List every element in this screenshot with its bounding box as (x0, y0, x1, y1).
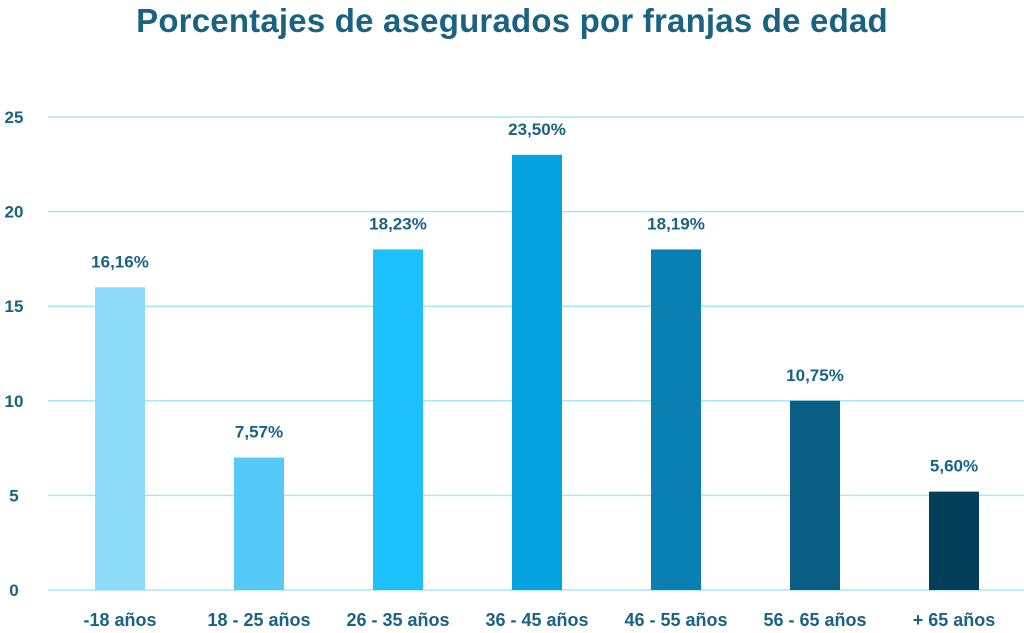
y-tick-label: 0 (9, 581, 18, 600)
data-label: 18,19% (647, 214, 705, 233)
x-tick-label: -18 años (83, 610, 156, 630)
y-tick-label: 10 (5, 392, 24, 411)
bar (373, 249, 423, 590)
data-label: 10,75% (786, 366, 844, 385)
x-tick-label: 36 - 45 años (485, 610, 588, 630)
x-tick-label: 46 - 55 años (624, 610, 727, 630)
y-axis-ticks: 0 5 10 15 20 25 (5, 108, 24, 600)
x-tick-label: 26 - 35 años (346, 610, 449, 630)
data-label: 18,23% (369, 214, 427, 233)
bar (929, 491, 979, 590)
x-tick-label: + 65 años (913, 610, 996, 630)
data-labels: 16,16% 7,57% 18,23% 23,50% 18,19% 10,75% 5,60% (91, 120, 978, 476)
bar (512, 154, 562, 590)
x-tick-label: 56 - 65 años (763, 610, 866, 630)
x-axis-ticks: -18 años 18 - 25 años 26 - 35 años 36 - 45 … (83, 610, 995, 630)
bar (790, 400, 840, 590)
bar (234, 457, 284, 590)
y-tick-label: 20 (5, 203, 24, 222)
data-label: 23,50% (508, 120, 566, 139)
chart-title: Porcentajes de asegurados por franjas de… (136, 2, 888, 39)
data-label: 5,60% (930, 457, 978, 476)
y-tick-label: 15 (5, 297, 24, 316)
bar (651, 249, 701, 590)
x-tick-label: 18 - 25 años (207, 610, 310, 630)
y-tick-label: 25 (5, 108, 24, 127)
bar (95, 287, 145, 590)
data-label: 16,16% (91, 252, 149, 271)
data-label: 7,57% (235, 423, 283, 442)
y-tick-label: 5 (9, 486, 18, 505)
bars (95, 154, 979, 590)
